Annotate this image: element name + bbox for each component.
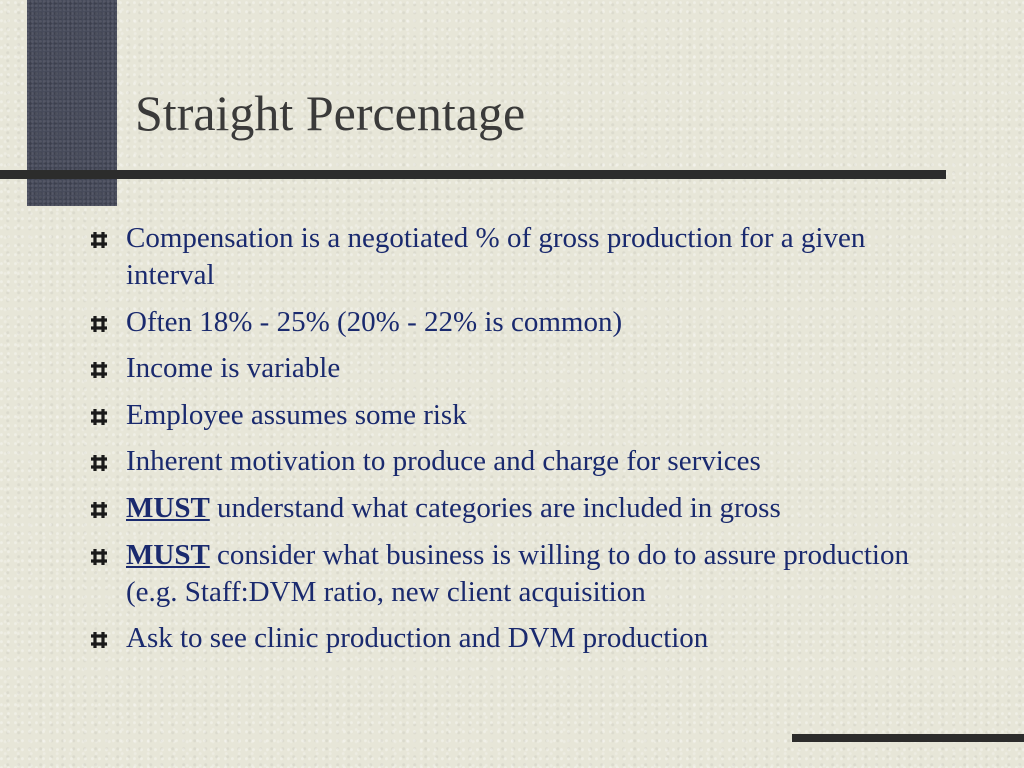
hash-bullet-icon [91, 455, 107, 472]
bullet-list: Compensation is a negotiated % of gross … [88, 220, 948, 667]
bullet-item: MUST understand what categories are incl… [88, 490, 948, 527]
hash-bullet-icon [91, 501, 107, 518]
title-divider [0, 170, 946, 179]
bullet-item: Inherent motivation to produce and charg… [88, 443, 948, 480]
hash-bullet-icon [91, 632, 107, 649]
bullet-item: Income is variable [88, 350, 948, 387]
bullet-item: Often 18% - 25% (20% - 22% is common) [88, 304, 948, 341]
bullet-text: Employee assumes some risk [126, 398, 467, 431]
bullet-item: Compensation is a negotiated % of gross … [88, 220, 948, 294]
bullet-item: Ask to see clinic production and DVM pro… [88, 620, 948, 657]
bullet-emphasis: MUST [126, 538, 210, 571]
hash-bullet-icon [91, 362, 107, 379]
bullet-text: Inherent motivation to produce and charg… [126, 445, 761, 478]
slide-title: Straight Percentage [135, 85, 526, 141]
bullet-text: consider what business is willing to do … [126, 538, 909, 608]
bullet-text: Ask to see clinic production and DVM pro… [126, 622, 709, 655]
footer-divider [792, 734, 1024, 742]
bullet-text: understand what categories are included … [209, 491, 781, 524]
bullet-text: Often 18% - 25% (20% - 22% is common) [126, 305, 623, 338]
hash-bullet-icon [91, 315, 107, 332]
bullet-item: Employee assumes some risk [88, 397, 948, 434]
bullet-emphasis: MUST [126, 491, 210, 524]
bullet-text: Compensation is a negotiated % of gross … [126, 222, 866, 291]
hash-bullet-icon [91, 548, 107, 565]
hash-bullet-icon [91, 408, 107, 425]
bullet-text: Income is variable [126, 352, 341, 385]
bullet-item: MUST consider what business is willing t… [88, 537, 948, 611]
hash-bullet-icon [91, 232, 107, 248]
